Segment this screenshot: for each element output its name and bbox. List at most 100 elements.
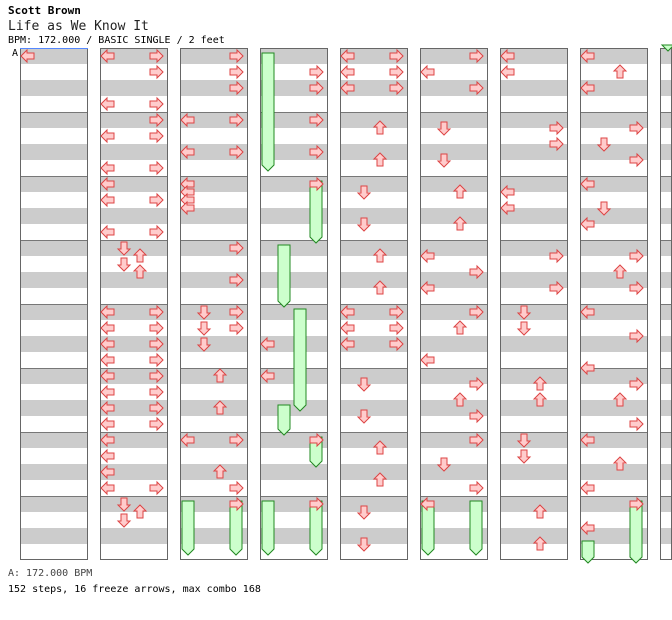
arrow-shape — [596, 137, 612, 152]
arrow-left-icon — [580, 80, 595, 96]
chart-summary: 152 steps, 16 freeze arrows, max combo 1… — [8, 584, 261, 595]
arrow-left-icon — [100, 192, 115, 208]
beat-stripe — [260, 272, 328, 288]
arrow-shape — [532, 376, 548, 391]
arrow-up-icon — [612, 64, 628, 79]
chart-info: BPM: 172.000 / BASIC SINGLE / 2 feet — [8, 35, 225, 46]
beat-stripe — [100, 208, 168, 224]
beat-stripe — [500, 208, 568, 224]
arrow-shape — [356, 537, 372, 552]
arrow-right-icon — [629, 280, 644, 296]
beat-stripe — [580, 80, 648, 96]
arrow-shape — [340, 320, 355, 336]
arrow-shape — [420, 496, 435, 512]
arrow-up-icon — [132, 264, 148, 279]
arrow-left-icon — [580, 48, 595, 64]
arrow-shape — [229, 240, 244, 256]
arrow-shape — [212, 464, 228, 479]
arrow-shape — [260, 336, 275, 352]
arrow-down-icon — [116, 257, 132, 272]
arrow-shape — [452, 184, 468, 199]
arrow-shape — [629, 280, 644, 296]
arrow-shape — [532, 392, 548, 407]
arrow-shape — [469, 48, 484, 64]
column-border — [180, 48, 248, 560]
arrow-right-icon — [149, 112, 164, 128]
arrow-shape — [196, 321, 212, 336]
arrow-shape — [149, 112, 164, 128]
arrow-shape — [629, 376, 644, 392]
arrow-right-icon — [149, 128, 164, 144]
arrow-shape — [469, 376, 484, 392]
beat-stripe — [20, 368, 88, 384]
arrow-shape — [420, 352, 435, 368]
beat-stripe — [180, 432, 248, 448]
beat-stripe — [340, 528, 408, 544]
column-border — [260, 48, 328, 560]
arrow-shape — [340, 48, 355, 64]
beat-stripe — [500, 48, 568, 64]
arrow-up-icon — [132, 504, 148, 519]
arrow-shape — [149, 400, 164, 416]
freeze-arrow — [309, 500, 323, 556]
column-border — [580, 48, 648, 560]
arrow-left-icon — [340, 64, 355, 80]
arrow-left-icon — [100, 224, 115, 240]
arrow-right-icon — [389, 48, 404, 64]
arrow-shape — [436, 121, 452, 136]
arrow-down-icon — [516, 321, 532, 336]
beat-stripe — [500, 528, 568, 544]
beat-stripe — [500, 272, 568, 288]
beat-stripe — [580, 48, 648, 64]
arrow-right-icon — [629, 496, 644, 512]
arrow-right-icon — [389, 320, 404, 336]
arrow-shape — [196, 305, 212, 320]
beat-stripe — [420, 48, 488, 64]
arrow-shape — [629, 120, 644, 136]
arrow-right-icon — [469, 432, 484, 448]
arrow-shape — [100, 48, 115, 64]
beat-stripe — [660, 304, 672, 320]
arrow-left-icon — [180, 432, 195, 448]
arrow-shape — [260, 368, 275, 384]
beat-stripe — [100, 176, 168, 192]
column-border — [500, 48, 568, 560]
arrow-shape — [229, 320, 244, 336]
arrow-shape — [629, 328, 644, 344]
freeze-arrow — [629, 500, 643, 564]
arrow-right-icon — [629, 120, 644, 136]
arrow-right-icon — [309, 432, 324, 448]
arrow-shape — [452, 320, 468, 335]
arrow-shape — [100, 128, 115, 144]
beat-stripe — [20, 48, 88, 64]
arrow-right-icon — [229, 320, 244, 336]
beat-stripe — [660, 464, 672, 480]
arrow-left-icon — [420, 352, 435, 368]
arrow-shape — [100, 336, 115, 352]
arrow-shape — [436, 457, 452, 472]
arrow-shape — [149, 304, 164, 320]
beat-stripe — [500, 240, 568, 256]
column-border — [340, 48, 408, 560]
arrow-shape — [549, 248, 564, 264]
arrow-left-icon — [500, 64, 515, 80]
arrow-right-icon — [469, 480, 484, 496]
beat-stripe — [100, 432, 168, 448]
arrow-shape — [629, 496, 644, 512]
arrow-left-icon — [180, 200, 195, 216]
arrow-left-icon — [420, 248, 435, 264]
beat-stripe — [580, 368, 648, 384]
bpm-marker: A — [12, 48, 18, 59]
arrow-right-icon — [629, 376, 644, 392]
beat-stripe — [20, 144, 88, 160]
arrow-right-icon — [229, 480, 244, 496]
beat-stripe — [340, 48, 408, 64]
arrow-shape — [100, 416, 115, 432]
freeze-arrow — [261, 500, 275, 556]
beat-stripe — [500, 80, 568, 96]
beat-stripe — [580, 144, 648, 160]
bpm-legend: A: 172.000 BPM — [8, 568, 93, 579]
beat-stripe — [100, 240, 168, 256]
arrow-shape — [100, 400, 115, 416]
arrow-shape — [116, 241, 132, 256]
